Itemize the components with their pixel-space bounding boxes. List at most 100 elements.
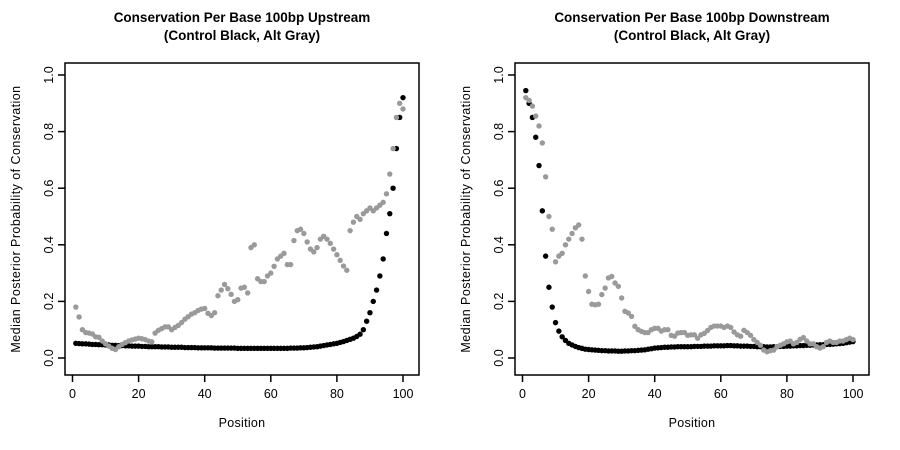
alt-series-points bbox=[523, 94, 856, 355]
data-point bbox=[632, 323, 638, 330]
data-point bbox=[542, 253, 549, 259]
x-tick-label: 0 bbox=[519, 387, 526, 401]
data-point bbox=[377, 273, 383, 279]
data-point bbox=[383, 230, 390, 237]
x-axis-label: Position bbox=[218, 416, 266, 430]
data-point bbox=[244, 290, 251, 296]
data-point bbox=[665, 327, 671, 333]
scatter-plot-downstream: 0 20 40 60 80 100 0.0 0.2 0.4 0.6 0.8 1.0 bbox=[492, 62, 870, 401]
data-point bbox=[225, 285, 231, 292]
data-point bbox=[694, 335, 701, 341]
panel-downstream: Conservation Per Base 100bp Downstream (… bbox=[450, 0, 900, 450]
data-point bbox=[800, 334, 807, 341]
data-point bbox=[357, 331, 363, 337]
control-series-points bbox=[523, 87, 856, 354]
data-point bbox=[595, 301, 602, 307]
data-point bbox=[330, 246, 337, 252]
data-point bbox=[337, 257, 343, 264]
data-point bbox=[549, 226, 555, 232]
data-point bbox=[149, 339, 155, 345]
page-title: Conservation Per Base 100bp Upstream bbox=[113, 10, 371, 25]
x-tick-label: 80 bbox=[780, 387, 794, 401]
data-point bbox=[747, 332, 754, 339]
x-tick-label: 60 bbox=[714, 387, 728, 401]
data-point bbox=[96, 334, 102, 341]
data-point bbox=[301, 230, 307, 237]
x-tick-label: 20 bbox=[132, 387, 146, 401]
data-point bbox=[344, 267, 350, 273]
data-point bbox=[523, 87, 529, 94]
y-tick-label: 1.0 bbox=[492, 66, 506, 83]
data-point bbox=[529, 103, 536, 109]
data-point bbox=[400, 106, 406, 112]
data-point bbox=[363, 318, 370, 324]
data-point bbox=[311, 249, 317, 255]
y-tick-label: 0.8 bbox=[492, 123, 506, 140]
data-point bbox=[539, 208, 546, 214]
data-point bbox=[546, 213, 552, 220]
data-point bbox=[562, 242, 569, 248]
data-point bbox=[380, 199, 386, 206]
data-point bbox=[625, 310, 631, 316]
data-point bbox=[221, 281, 228, 288]
plot-box bbox=[514, 62, 870, 376]
data-point bbox=[575, 222, 582, 228]
data-point bbox=[268, 270, 274, 276]
data-point bbox=[340, 263, 347, 269]
data-point bbox=[559, 334, 565, 340]
y-axis: 0.0 0.2 0.4 0.6 0.8 1.0 bbox=[492, 66, 515, 367]
data-point bbox=[324, 236, 330, 242]
data-point bbox=[850, 336, 856, 343]
data-point bbox=[281, 250, 287, 256]
data-point bbox=[390, 145, 396, 152]
data-point bbox=[383, 191, 390, 197]
data-point bbox=[559, 250, 565, 256]
y-tick-label: 0.4 bbox=[492, 236, 506, 253]
y-tick-label: 1.0 bbox=[42, 66, 56, 83]
y-tick-label: 0.8 bbox=[42, 123, 56, 140]
data-point bbox=[536, 123, 542, 129]
data-point bbox=[579, 236, 585, 242]
data-point bbox=[314, 244, 320, 251]
data-point bbox=[291, 237, 297, 244]
data-point bbox=[533, 134, 539, 140]
x-tick-label: 20 bbox=[582, 387, 596, 401]
data-point bbox=[585, 288, 592, 295]
x-tick-label: 0 bbox=[69, 387, 76, 401]
x-tick-label: 100 bbox=[393, 387, 414, 401]
data-point bbox=[556, 328, 562, 334]
data-point bbox=[347, 227, 353, 234]
x-axis: 0 20 40 60 80 100 bbox=[519, 375, 863, 401]
data-point bbox=[327, 240, 333, 247]
data-point bbox=[357, 216, 363, 223]
data-point bbox=[582, 273, 588, 279]
x-axis: 0 20 40 60 80 100 bbox=[69, 375, 413, 401]
data-point bbox=[569, 230, 575, 237]
data-point bbox=[599, 291, 605, 298]
x-tick-label: 40 bbox=[198, 387, 212, 401]
x-tick-label: 60 bbox=[264, 387, 278, 401]
data-point bbox=[602, 285, 608, 291]
data-point bbox=[350, 219, 357, 225]
chart-subtitle: (Control Black, Alt Gray) bbox=[163, 28, 321, 43]
data-point bbox=[770, 347, 777, 353]
y-tick-label: 0.2 bbox=[492, 293, 506, 310]
data-point bbox=[566, 236, 572, 242]
data-point bbox=[526, 97, 532, 104]
y-tick-label: 0.6 bbox=[42, 179, 56, 196]
chart-subtitle: (Control Black, Alt Gray) bbox=[613, 28, 771, 43]
data-point bbox=[261, 278, 267, 285]
y-tick-label: 0.6 bbox=[492, 179, 506, 196]
data-point bbox=[533, 113, 539, 119]
data-point bbox=[241, 284, 248, 290]
data-point bbox=[287, 261, 294, 268]
alt-series-points bbox=[73, 100, 406, 353]
data-point bbox=[757, 342, 764, 348]
x-tick-label: 80 bbox=[330, 387, 344, 401]
data-point bbox=[552, 259, 559, 265]
data-point bbox=[539, 140, 546, 146]
y-tick-label: 0.0 bbox=[492, 349, 506, 366]
data-point bbox=[393, 114, 400, 121]
data-point bbox=[387, 210, 393, 217]
